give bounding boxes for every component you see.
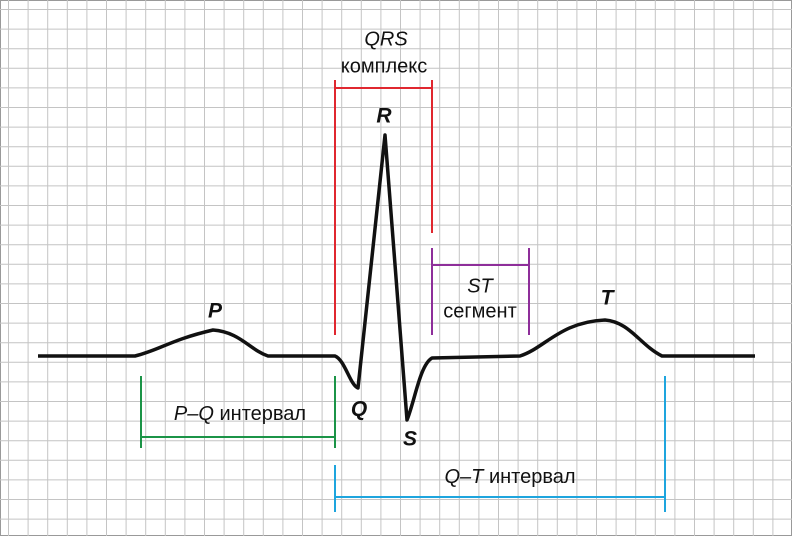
wave-label: R (376, 105, 392, 128)
qrs-bracket (334, 80, 433, 335)
ecg-trace (38, 133, 755, 422)
qt-label: Q–T интервал (444, 466, 575, 488)
st-name: ST (467, 275, 494, 297)
wave-label: Q (351, 398, 367, 421)
pq-label: P–Q интервал (174, 403, 306, 425)
wave-label: T (601, 287, 616, 310)
pq-name: P–Q (174, 403, 214, 425)
st-bracket (431, 248, 530, 335)
qt-bracket (334, 376, 666, 512)
pq-bracket (140, 376, 336, 448)
st-text: сегмент (443, 300, 517, 322)
wave-label: P (208, 300, 223, 323)
qrs-text: комплекс (341, 55, 427, 77)
pq-text: интервал (220, 403, 307, 425)
qt-name: Q–T (444, 466, 485, 488)
wave-label: S (403, 428, 417, 451)
qrs-name: QRS (364, 28, 408, 50)
qt-text: интервал (489, 466, 576, 488)
